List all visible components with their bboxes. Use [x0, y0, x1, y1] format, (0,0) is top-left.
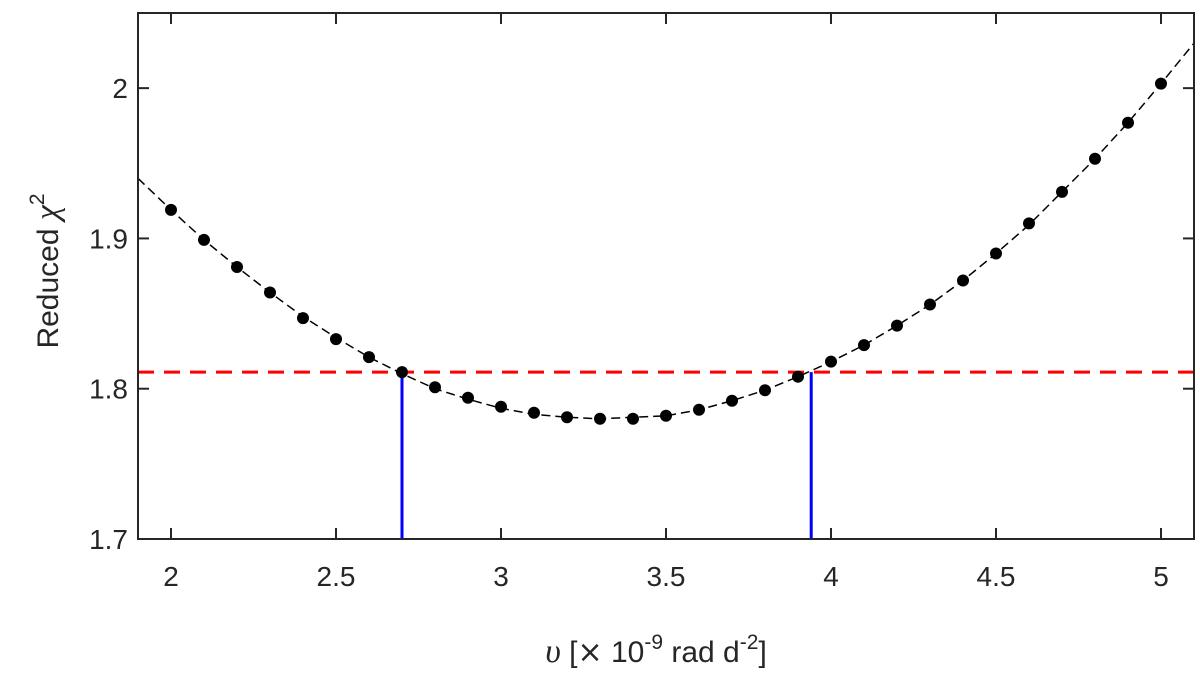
data-point: [264, 286, 276, 299]
data-point: [1122, 116, 1134, 129]
data-point: [1089, 152, 1101, 165]
plot-marks: [137, 42, 1195, 539]
data-point: [462, 391, 474, 404]
data-point: [891, 319, 903, 332]
data-point: [396, 366, 408, 379]
y-axis-ticks: 1.7 1.8 1.9 2: [89, 73, 1194, 555]
data-point: [165, 203, 177, 216]
x-tick-label: 4.5: [977, 561, 1016, 592]
data-point: [495, 400, 507, 413]
fit-curve: [137, 42, 1195, 420]
data-point: [231, 260, 243, 273]
x-axis-ticks: 2 2.5 3 3.5 4 4.5 5: [163, 13, 1169, 592]
x-tick-label: 4: [823, 561, 839, 592]
data-point: [1155, 77, 1167, 90]
data-point: [693, 403, 705, 416]
data-point: [297, 312, 309, 325]
data-point: [1056, 185, 1068, 198]
data-point: [792, 370, 804, 383]
y-tick-label: 1.8: [89, 374, 128, 405]
x-tick-label: 3: [493, 561, 509, 592]
x-tick-label: 2: [163, 561, 179, 592]
data-point: [858, 339, 870, 352]
data-point: [627, 412, 639, 425]
data-point: [594, 412, 606, 425]
data-point: [825, 355, 837, 368]
data-point: [330, 333, 342, 346]
data-point: [363, 351, 375, 364]
y-axis-label: Reduced χ2: [26, 193, 66, 348]
x-tick-label: 2.5: [317, 561, 356, 592]
plot-frame: [137, 12, 1195, 540]
data-point: [1023, 217, 1035, 230]
data-point: [198, 233, 210, 246]
data-point: [528, 406, 540, 419]
y-tick-label: 1.7: [89, 524, 128, 555]
data-point: [429, 381, 441, 394]
x-axis-label: υ [× 10-9 rad d-2]: [545, 631, 767, 670]
data-point: [759, 384, 771, 397]
x-tick-label: 5: [1153, 561, 1169, 592]
data-point: [924, 298, 936, 311]
data-point: [957, 274, 969, 287]
data-point: [660, 409, 672, 422]
data-point: [561, 411, 573, 424]
data-point: [726, 394, 738, 407]
x-tick-label: 3.5: [647, 561, 686, 592]
y-tick-label: 2: [112, 73, 128, 104]
y-tick-label: 1.9: [89, 223, 128, 254]
data-point: [990, 247, 1002, 260]
